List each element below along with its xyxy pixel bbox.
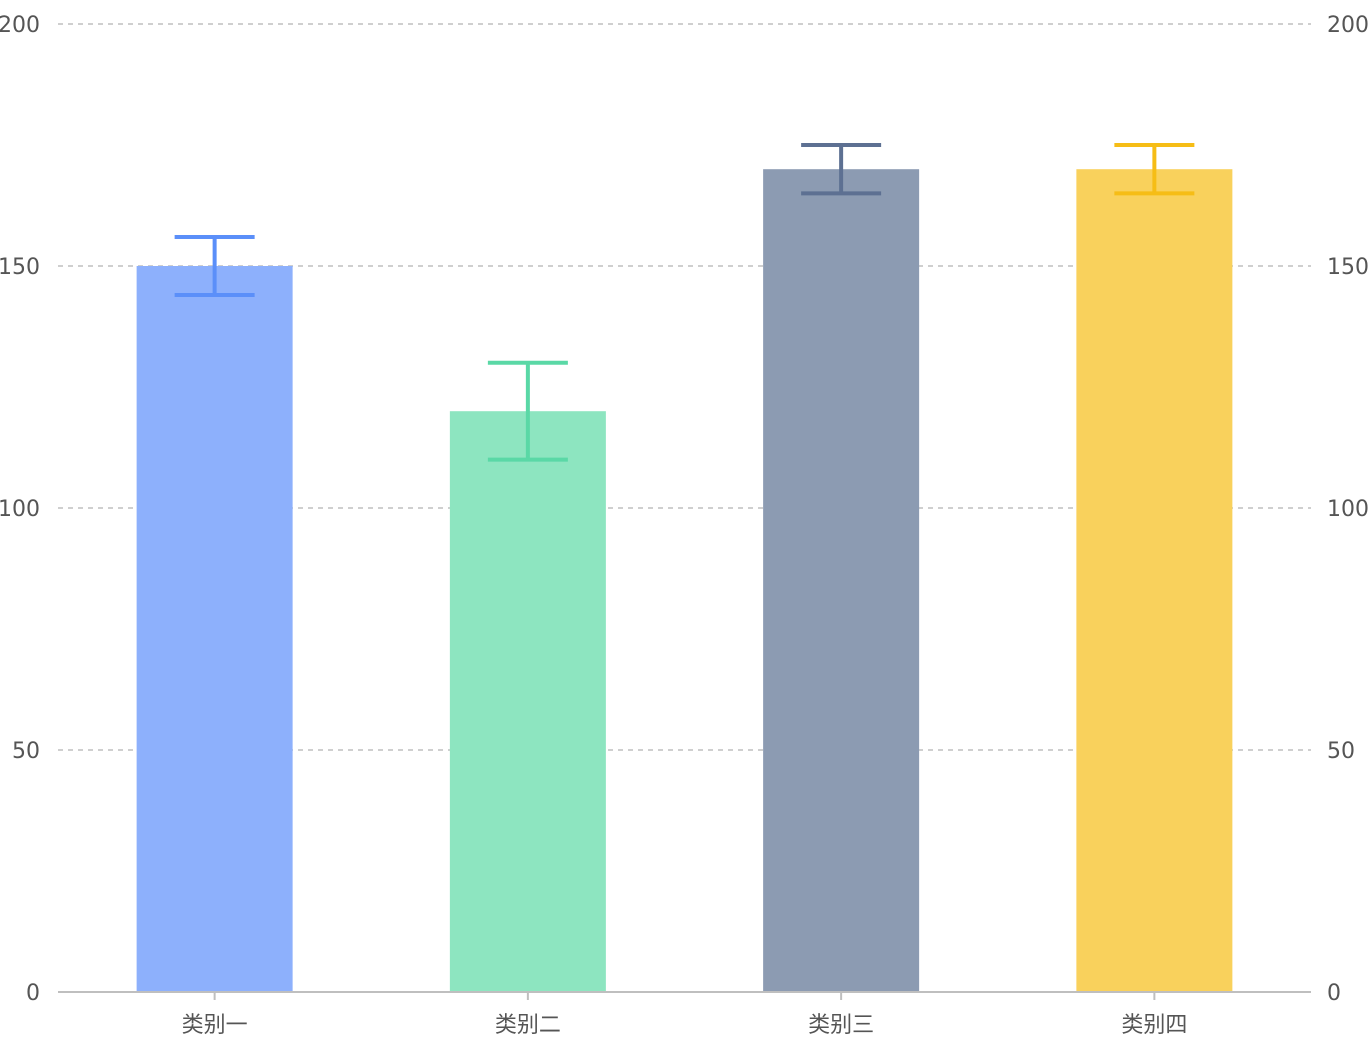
category-label: 类别二 [495, 1013, 561, 1038]
right-tick-label: 0 [1327, 981, 1341, 1006]
bars [136, 169, 1233, 992]
right-y-axis: 0 50 100 150 200 [1327, 13, 1369, 1006]
category-label: 类别四 [1121, 1013, 1187, 1038]
bar [449, 411, 606, 992]
x-axis [58, 991, 1311, 1000]
right-tick-label: 100 [1327, 497, 1369, 522]
bar [1076, 169, 1233, 992]
bar [136, 266, 293, 992]
right-tick-label: 200 [1327, 13, 1369, 38]
category-labels: 类别一 类别二 类别三 类别四 [182, 1013, 1188, 1038]
right-tick-label: 50 [1327, 739, 1355, 764]
left-y-axis: 0 50 100 150 200 [0, 13, 40, 1006]
left-tick-label: 50 [12, 739, 40, 764]
error-bar [174, 234, 255, 298]
error-bars [174, 143, 1195, 462]
left-tick-label: 0 [26, 981, 40, 1006]
error-bar [487, 360, 568, 462]
category-label: 类别三 [808, 1013, 874, 1038]
left-tick-label: 200 [0, 13, 40, 38]
left-tick-label: 150 [0, 255, 40, 280]
error-bar [1114, 143, 1195, 196]
error-bar [801, 143, 882, 196]
left-tick-label: 100 [0, 497, 40, 522]
right-tick-label: 150 [1327, 255, 1369, 280]
category-label: 类别一 [182, 1013, 248, 1038]
bar [763, 169, 920, 992]
